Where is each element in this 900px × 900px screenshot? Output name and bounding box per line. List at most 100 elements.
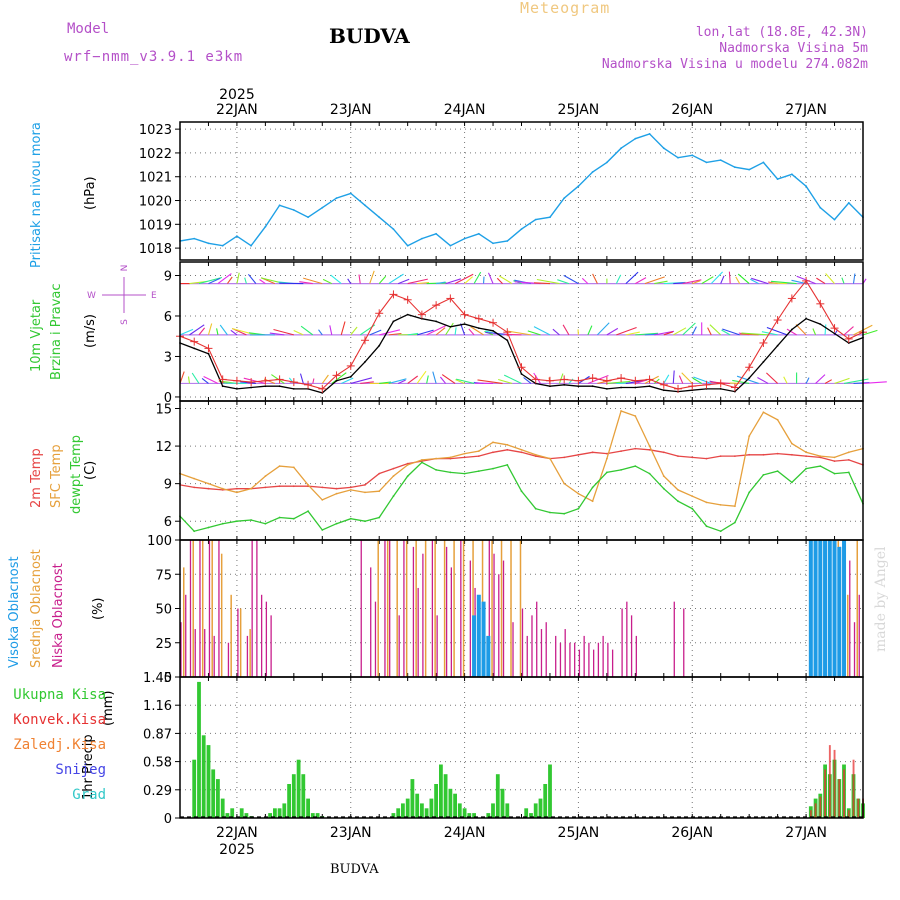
wind-direction-barb — [436, 281, 446, 285]
pressure-line-point — [221, 244, 224, 247]
temp-dewpt-line-point — [278, 516, 281, 519]
model-label: Model — [67, 21, 110, 37]
temp-sfc-line-point — [264, 475, 267, 477]
precip-total-bar — [548, 764, 552, 818]
temp-sfc-line-point — [734, 505, 736, 508]
precip-total-bar — [524, 808, 529, 818]
precip-convective-bar — [852, 759, 855, 818]
wind-direction-barb — [692, 377, 703, 384]
temp-dewpt-line-point — [549, 511, 551, 514]
wind-ytick-label: 3 — [164, 350, 172, 365]
temp-sfc-line-point — [719, 504, 722, 506]
wind-direction-barb — [269, 332, 285, 336]
precip-total-bar — [211, 769, 216, 818]
wind-speed-line-point — [193, 347, 196, 350]
wind-direction-barb — [824, 324, 827, 335]
wind-direction-barb — [682, 322, 696, 336]
wind-speed-line-point — [506, 339, 509, 342]
pressure-ytick-label: 1021 — [139, 171, 172, 186]
temp-2m-line-point — [719, 455, 722, 457]
temp-dewpt-line-point — [719, 530, 722, 533]
wind-direction-barb — [592, 273, 598, 284]
pressure-ytick-label: 1020 — [139, 195, 172, 210]
temp-dewpt-line-point — [833, 472, 836, 475]
wind-direction-barb — [635, 379, 646, 384]
pressure-line-point — [435, 232, 437, 235]
wind-direction-barb — [681, 372, 693, 384]
precip-total-bar — [457, 803, 462, 818]
wind-direction-barb — [722, 328, 740, 336]
temp-sfc-line-point — [791, 442, 793, 445]
pressure-line-point — [236, 235, 238, 238]
wind-direction-barb — [208, 277, 221, 285]
temp-2m-line-point — [606, 452, 608, 455]
wind-speed-line-point — [236, 388, 238, 390]
precip-total-bar — [282, 803, 287, 818]
pressure-line-point — [506, 240, 509, 242]
pressure-line-point — [805, 185, 807, 188]
temp-sfc-line-point — [520, 448, 523, 451]
precip-total-bar — [192, 759, 197, 818]
wind-direction-barb — [825, 273, 835, 284]
wind-direction-barb — [862, 381, 887, 385]
precip-convective-bar — [819, 796, 822, 818]
wind-speed-line-point — [591, 385, 594, 388]
wind-direction-barb — [805, 377, 810, 384]
wind-direction-barb — [417, 282, 430, 285]
wind-direction-barb — [769, 282, 788, 285]
temp-2m-line-point — [349, 486, 352, 489]
wind-direction-barb — [397, 379, 406, 384]
precip-total-bar — [396, 808, 401, 818]
wind-direction-barb — [350, 326, 358, 336]
temp-sfc-line-point — [705, 501, 708, 504]
temp-sfc-line-point — [833, 456, 836, 459]
temp-dewpt-line-point — [236, 520, 238, 523]
wind-direction-barb — [672, 370, 675, 384]
wind-direction-barb — [300, 325, 314, 336]
temp-2m-line-point — [819, 456, 822, 459]
precip-total-bar — [486, 813, 491, 818]
wind-direction-barb — [615, 274, 622, 284]
wind-direction-barb — [243, 377, 266, 384]
precip-total-bar — [472, 813, 476, 818]
wind-direction-barb — [350, 377, 373, 384]
temp-dewpt-line-point — [662, 487, 665, 490]
top-year-label: 2025 — [219, 87, 255, 103]
wind-direction-barb — [735, 276, 741, 284]
temp-dewpt-line-point — [449, 471, 452, 474]
precip-total-bar — [529, 813, 533, 818]
bottom-year-label: 2025 — [219, 842, 255, 858]
precip-total-bar — [273, 808, 277, 818]
wind-speed-line-point — [435, 320, 437, 323]
precip-ytick-label: 0.29 — [143, 784, 172, 799]
wind-direction-barb — [369, 270, 375, 284]
wind-direction-barb — [435, 327, 446, 336]
wind-direction-barb — [487, 272, 494, 284]
pressure-line-point — [492, 242, 494, 245]
precip-total-bar — [500, 788, 505, 818]
clouds-ytick-label: 75 — [155, 568, 172, 583]
pressure-line-point — [449, 244, 452, 247]
temp-sfc-line-point — [463, 452, 466, 455]
wind-direction-barb — [226, 276, 233, 284]
precip-total-bar — [424, 808, 429, 818]
wind-direction-barb — [523, 377, 532, 384]
temp-dewpt-line-point — [506, 464, 509, 466]
wind-speed-line-point — [349, 375, 352, 378]
wind-direction-barb — [216, 328, 219, 335]
temp-dewpt-line-point — [534, 507, 537, 510]
wind-direction-barb — [563, 274, 579, 285]
temp-dewpt-line-point — [492, 467, 494, 470]
wind-direction-barb — [299, 281, 313, 285]
temp-sfc-line-point — [577, 492, 580, 495]
wind-direction-barb — [179, 328, 194, 336]
temp-dewpt-line-point — [577, 507, 580, 510]
temp-sfc-line-point — [207, 482, 210, 485]
temp-dewpt-line-point — [378, 516, 381, 519]
precip-frame — [179, 676, 864, 819]
pressure-line-point — [662, 147, 665, 150]
temp-2m-line-point — [520, 451, 523, 454]
wind-direction-barb — [558, 373, 564, 384]
precip-total-bar — [415, 793, 420, 818]
wind-speed-line-point — [392, 320, 395, 323]
